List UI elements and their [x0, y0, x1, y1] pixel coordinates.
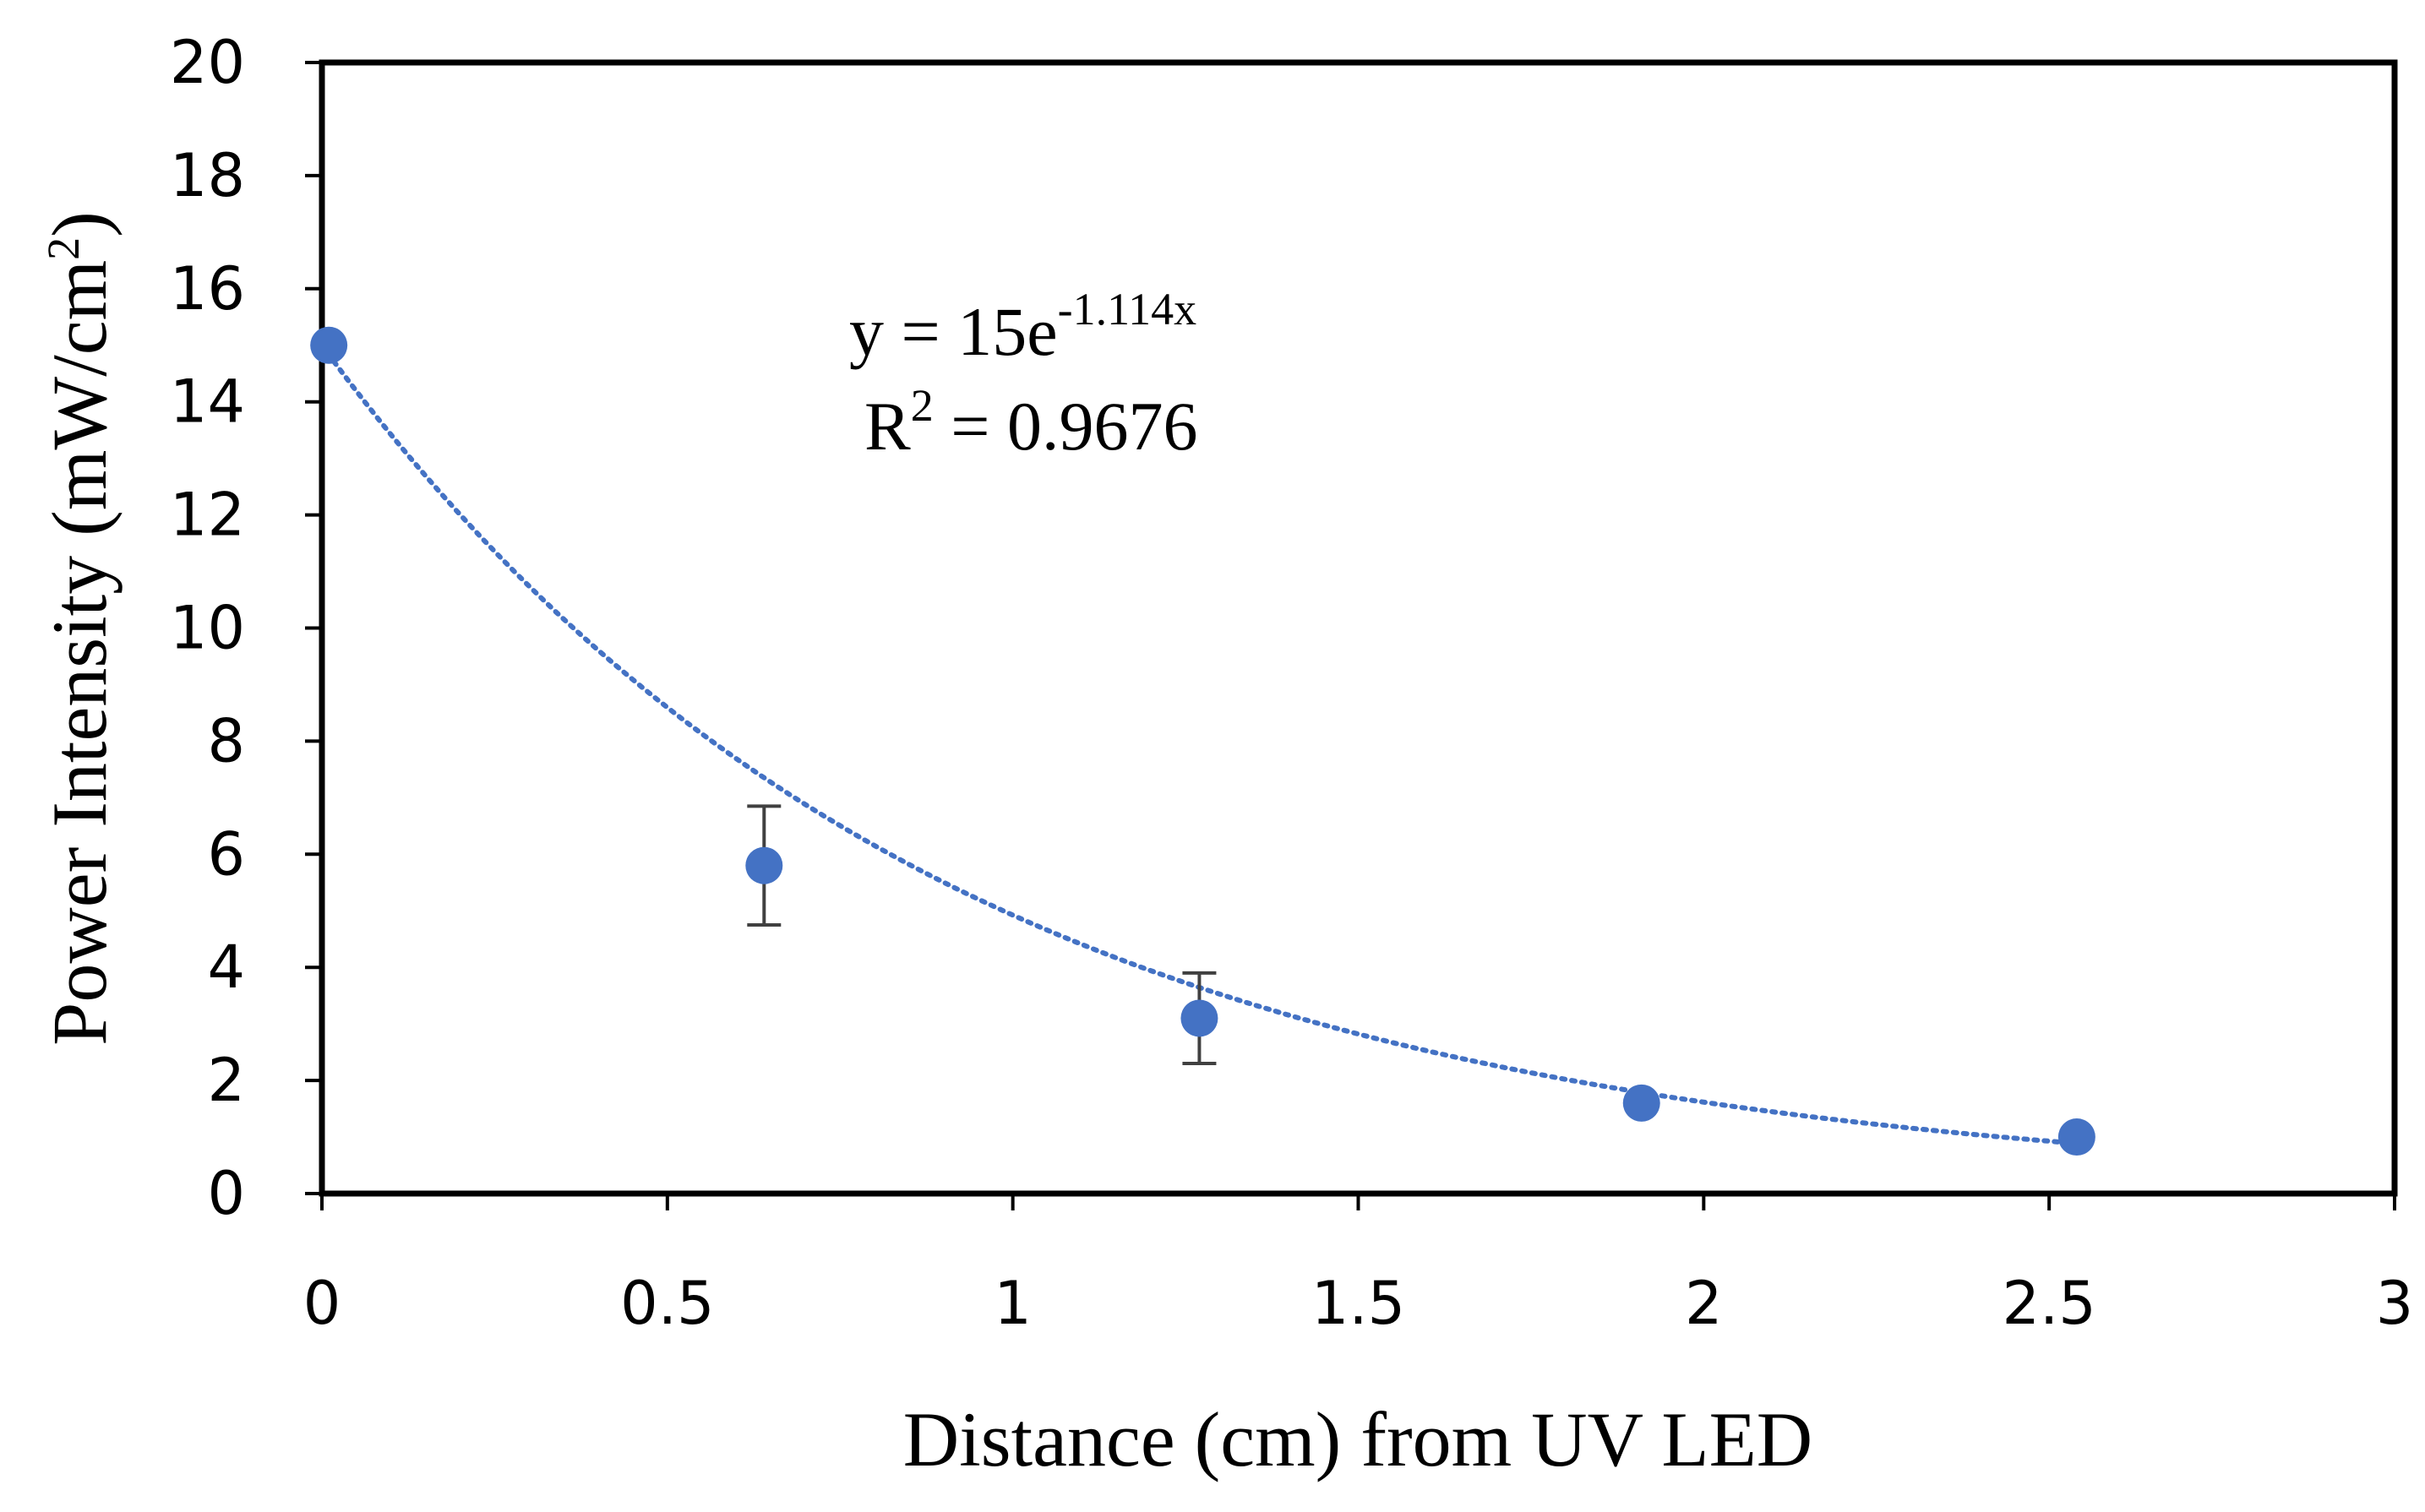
x-tick-label: 1.5 [1311, 1269, 1405, 1338]
y-tick-label: 20 [170, 28, 245, 97]
trendline-equation: y = 15e-1.114x [849, 284, 1196, 370]
y-tick-label: 0 [207, 1159, 245, 1228]
x-axis-title: Distance (cm) from UV LED [903, 1396, 1812, 1482]
y-tick-label: 4 [207, 933, 245, 1002]
data-points [310, 326, 2095, 1156]
data-point [310, 326, 348, 364]
y-tick-label: 6 [207, 819, 245, 889]
error-bars [747, 804, 1217, 1066]
y-tick-label: 10 [170, 594, 245, 663]
y-tick-label: 14 [170, 367, 245, 437]
x-tick-label: 2.5 [2003, 1269, 2096, 1338]
y-tick-label: 18 [170, 141, 245, 210]
y-tick-label: 12 [170, 481, 245, 550]
y-axis: 0 2 4 6 8 10 12 14 16 18 20 [170, 28, 322, 1228]
data-point [1622, 1084, 1660, 1122]
trendline-r-squared: R2 = 0.9676 [864, 380, 1197, 465]
y-tick-label: 16 [170, 254, 245, 324]
data-point [2057, 1118, 2095, 1156]
data-point [745, 846, 783, 884]
x-tick-label: 3 [2376, 1269, 2414, 1338]
x-tick-label: 0.5 [620, 1269, 714, 1338]
y-tick-label: 8 [207, 706, 245, 775]
plot-frame [319, 59, 2398, 1197]
x-axis: 0 0.5 1 1.5 2 2.5 3 [303, 1194, 2414, 1338]
x-tick-label: 1 [994, 1269, 1032, 1338]
data-point [1180, 999, 1218, 1037]
x-tick-label: 2 [1685, 1269, 1723, 1338]
y-tick-label: 2 [207, 1046, 245, 1115]
x-tick-label: 0 [303, 1269, 341, 1338]
y-axis-title: Power Intensity (mW/cm2) [36, 211, 123, 1046]
